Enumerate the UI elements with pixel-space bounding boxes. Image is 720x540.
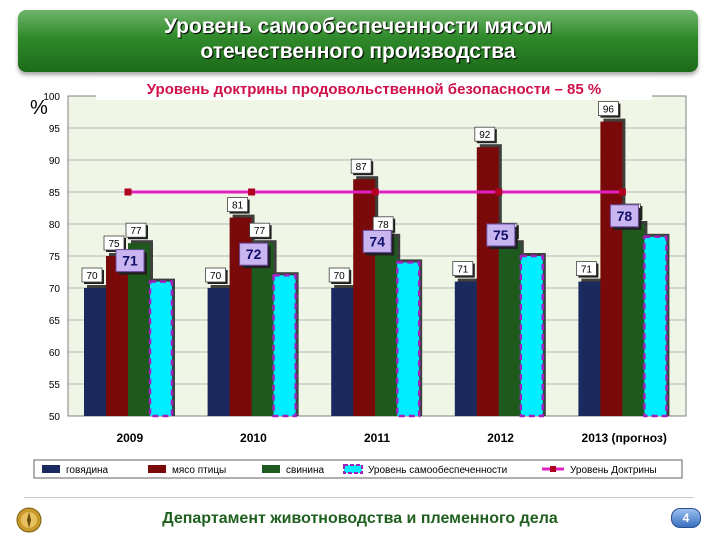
bar-beef bbox=[454, 281, 477, 416]
x-category-label: 2011 bbox=[364, 431, 390, 445]
legend-label: Уровень Доктрины bbox=[570, 465, 657, 476]
data-label-box bbox=[249, 222, 271, 238]
data-label: 81 bbox=[232, 201, 244, 212]
y-tick-label: 55 bbox=[49, 380, 61, 391]
data-label-self: 75 bbox=[493, 227, 509, 243]
legend-swatch bbox=[42, 465, 60, 473]
bar-self-sufficiency bbox=[148, 280, 174, 418]
bar-pork bbox=[498, 243, 521, 416]
bar-poultry bbox=[353, 179, 376, 416]
self-label-box bbox=[115, 249, 145, 273]
x-category-label: 2009 bbox=[116, 431, 143, 445]
data-label-box bbox=[103, 235, 125, 251]
bar-self-sufficiency bbox=[643, 235, 668, 418]
bar-pork bbox=[375, 236, 398, 416]
data-label-self: 78 bbox=[617, 208, 633, 224]
data-label: 92 bbox=[479, 130, 491, 141]
data-label-box bbox=[598, 101, 619, 117]
legend-swatch bbox=[262, 465, 280, 473]
bar-self-sufficiency bbox=[395, 261, 421, 418]
data-label-box bbox=[81, 267, 103, 283]
page-title: Уровень самообеспеченности мясом отечест… bbox=[18, 14, 698, 64]
bar-pork bbox=[251, 243, 274, 416]
data-label-self: 74 bbox=[369, 233, 385, 249]
footer-divider bbox=[24, 497, 694, 498]
bar-pork bbox=[622, 224, 645, 416]
self-sufficiency-chart: 50 55 60 65 70 75 80 85 90 95 100% Уровень доктрины… bbox=[30, 78, 687, 479]
data-label: 77 bbox=[130, 226, 142, 237]
legend-label: Уровень самообеспеченности bbox=[368, 464, 507, 476]
chart-container: 50 55 60 65 70 75 80 85 90 95 100% Уровень доктрины… bbox=[0, 72, 720, 492]
data-label: 78 bbox=[378, 220, 390, 231]
doctrine-marker bbox=[618, 188, 626, 196]
self-label-box bbox=[609, 204, 639, 228]
y-tick-label: 95 bbox=[49, 124, 61, 135]
x-category-label: 2012 bbox=[487, 431, 514, 445]
x-category-label: 2013 (прогноз) bbox=[582, 431, 667, 445]
data-label-box bbox=[227, 197, 249, 212]
data-label-self: 71 bbox=[122, 253, 138, 269]
x-category-label: 2010 bbox=[240, 431, 267, 445]
title-line-2: отечественного производства bbox=[200, 40, 516, 63]
legend-label: мясо птицы bbox=[172, 465, 226, 476]
chart-title-backing bbox=[96, 78, 652, 100]
legend-label: говядина bbox=[66, 465, 109, 476]
legend-label: свинина bbox=[286, 465, 325, 476]
data-label-box bbox=[205, 267, 227, 283]
doctrine-marker bbox=[371, 188, 379, 196]
bar-poultry bbox=[600, 121, 623, 416]
legend-marker-doctrine bbox=[550, 466, 556, 472]
bar-pork bbox=[128, 243, 150, 416]
data-label: 96 bbox=[603, 105, 615, 116]
doctrine-marker bbox=[495, 188, 503, 196]
y-tick-label: 65 bbox=[49, 316, 61, 327]
data-label-box bbox=[576, 261, 597, 277]
data-label-box bbox=[125, 222, 147, 238]
title-banner bbox=[18, 10, 698, 72]
bar-self-sufficiency bbox=[272, 273, 297, 418]
chart-title: Уровень доктрины продовольственной безоп… bbox=[147, 81, 601, 98]
self-label-box bbox=[486, 223, 516, 247]
self-label-box bbox=[362, 229, 392, 253]
bar-beef bbox=[578, 281, 601, 416]
data-label: 70 bbox=[86, 271, 98, 282]
bar-poultry bbox=[476, 147, 499, 416]
data-label: 71 bbox=[457, 265, 469, 276]
y-tick-label: 85 bbox=[49, 188, 61, 199]
data-label: 70 bbox=[334, 271, 346, 282]
data-label: 87 bbox=[356, 162, 368, 173]
page-number-badge: 4 bbox=[671, 508, 701, 528]
y-tick-label: 70 bbox=[49, 284, 61, 295]
legend-swatch bbox=[343, 464, 363, 474]
y-tick-label: 50 bbox=[49, 412, 61, 423]
y-tick-label: 75 bbox=[49, 252, 61, 263]
data-label-box bbox=[328, 267, 350, 283]
data-label: 70 bbox=[210, 271, 222, 282]
doctrine-marker bbox=[124, 188, 132, 196]
data-label-box bbox=[350, 158, 372, 174]
bar-beef bbox=[331, 288, 354, 416]
bar-beef bbox=[207, 288, 230, 416]
bar-poultry bbox=[106, 256, 128, 416]
data-label: 71 bbox=[581, 265, 593, 276]
y-tick-label: 100 bbox=[43, 92, 60, 103]
doctrine-marker bbox=[248, 188, 256, 196]
data-label-self: 72 bbox=[246, 246, 262, 262]
data-label: 77 bbox=[254, 226, 266, 237]
bar-beef bbox=[84, 288, 106, 416]
data-label-box bbox=[474, 126, 496, 142]
ministry-logo-icon bbox=[16, 507, 42, 533]
data-label-box bbox=[452, 261, 474, 277]
bar-self-sufficiency bbox=[519, 254, 545, 418]
data-label: 75 bbox=[108, 239, 120, 250]
y-axis-label: % bbox=[30, 97, 48, 119]
title-line-1: Уровень самообеспеченности мясом bbox=[163, 15, 553, 38]
legend-swatch bbox=[148, 465, 166, 473]
y-tick-label: 60 bbox=[49, 348, 61, 359]
self-label-box bbox=[239, 242, 269, 266]
y-tick-label: 80 bbox=[49, 220, 61, 231]
footer-department: Департамент животноводства и племенного … bbox=[162, 510, 558, 527]
y-tick-label: 90 bbox=[49, 156, 61, 167]
